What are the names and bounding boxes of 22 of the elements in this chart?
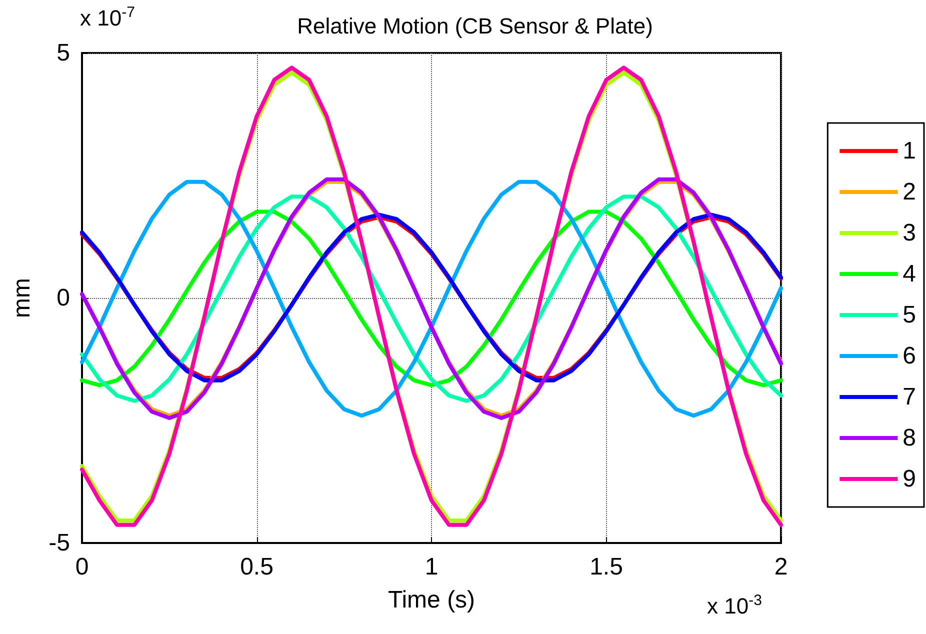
x-tick-label: 2 bbox=[774, 554, 788, 580]
legend-label: 6 bbox=[902, 342, 916, 370]
legend-label: 7 bbox=[902, 384, 916, 410]
y-tick-label: 5 bbox=[56, 40, 70, 66]
legend-label: 4 bbox=[902, 260, 916, 288]
legend-label: 5 bbox=[902, 302, 916, 328]
x-tick-label: 0.5 bbox=[240, 554, 274, 580]
y-tick-label: -5 bbox=[48, 530, 70, 556]
x-tick-label: 1 bbox=[424, 554, 438, 580]
legend-label: 3 bbox=[902, 220, 916, 246]
x-axis-title: Time (s) bbox=[388, 586, 476, 614]
legend-label: 2 bbox=[902, 178, 916, 206]
legend-label: 9 bbox=[902, 466, 916, 492]
y-tick-label: 0 bbox=[56, 284, 70, 312]
text: x 10$^{-3}$ bbox=[707, 592, 762, 620]
y-axis-title: mm bbox=[8, 278, 36, 318]
text: x 10$^{-7}$ bbox=[80, 4, 135, 32]
legend-label: 1 bbox=[902, 138, 916, 164]
legend-label: 8 bbox=[902, 424, 916, 452]
x-tick-label: 1.5 bbox=[590, 554, 623, 580]
x-tick-label: 0 bbox=[75, 554, 89, 580]
chart-title: Relative Motion (CB Sensor & Plate) bbox=[297, 14, 653, 38]
